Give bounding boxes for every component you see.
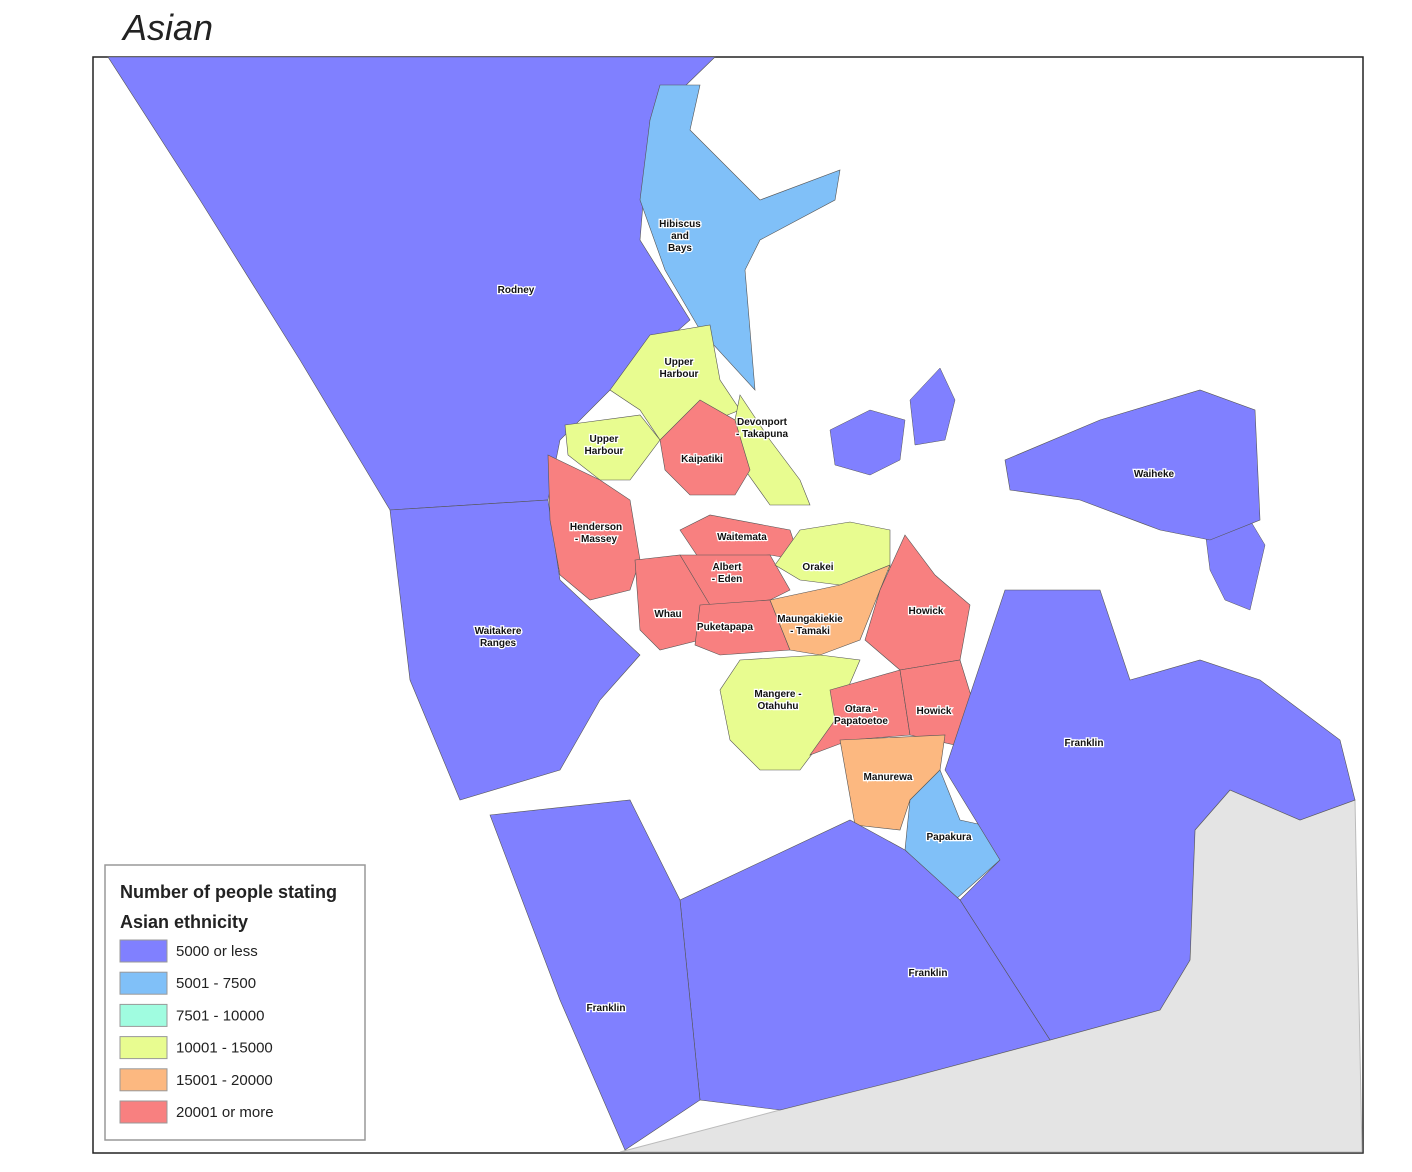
region [659,399,751,496]
region-label: Manurewa [864,772,913,783]
map-title: Asian [121,7,213,48]
region-label: Harbour [660,369,699,380]
region-label: Franklin [1065,738,1104,749]
region-label: Upper [665,357,694,368]
region-label: Waitakere [475,626,522,637]
legend-title: Asian ethnicity [120,912,248,932]
region-label: Albert [713,562,743,573]
legend-swatch [119,1100,168,1124]
region-label: - Massey [575,534,618,545]
region-label: Franklin [587,1003,626,1014]
legend-swatch [119,1036,168,1060]
legend-box [104,864,366,1141]
region [719,654,861,771]
region-label: and [671,231,689,242]
legend-label: 10001 - 15000 [176,1040,273,1057]
region-label: - Tamaki [790,626,830,637]
region-label: Mangere - [754,689,801,700]
region-label: Upper [590,434,619,445]
region-label: Devonport [737,417,788,428]
legend-label: 5000 or less [176,943,258,960]
region-label: Kaipatiki [681,454,723,465]
region-label: Otara - [845,704,877,715]
region-label: Waiheke [1134,469,1175,480]
region-label: Papakura [926,832,971,843]
region [679,819,1051,1111]
legend-swatch [119,1068,168,1092]
region-label: Bays [668,243,692,254]
region [564,414,661,481]
legend-label: 5001 - 7500 [176,975,256,992]
region-label: Franklin [909,968,948,979]
region-label: Ranges [480,638,517,649]
region-label: Howick [908,606,943,617]
island [829,409,906,476]
region-label: Howick [916,706,951,717]
region-label: Waitemata [717,532,767,543]
legend: Number of people stating Asian ethnicity 5… [119,882,337,1124]
region-label: Otahuhu [757,701,798,712]
legend-swatch [119,971,168,995]
region-label: Whau [654,609,681,620]
region [1004,389,1261,541]
region-label: Harbour [585,446,624,457]
legend-label: 15001 - 20000 [176,1072,273,1089]
island [909,367,956,446]
region-label: Orakei [802,562,833,573]
legend-swatch [119,1003,168,1027]
region-label: Rodney [498,285,535,296]
map-area [107,56,1363,1153]
legend-label: 7501 - 10000 [176,1007,264,1024]
region-label: Maungakiekie [777,614,843,625]
legend-label: 20001 or more [176,1104,274,1121]
region-label: Henderson [570,522,622,533]
region-label: - Takapuna [736,429,788,440]
region [769,564,891,656]
region [694,599,791,656]
legend-swatch [119,939,168,963]
region [547,454,641,601]
region-label: Hibiscus [659,219,701,230]
region [639,84,841,391]
legend-title: Number of people stating [120,882,337,902]
region-label: Papatoetoe [834,716,888,727]
region-label: Puketapapa [697,622,754,633]
region [489,799,701,1151]
region-label: - Eden [712,574,743,585]
